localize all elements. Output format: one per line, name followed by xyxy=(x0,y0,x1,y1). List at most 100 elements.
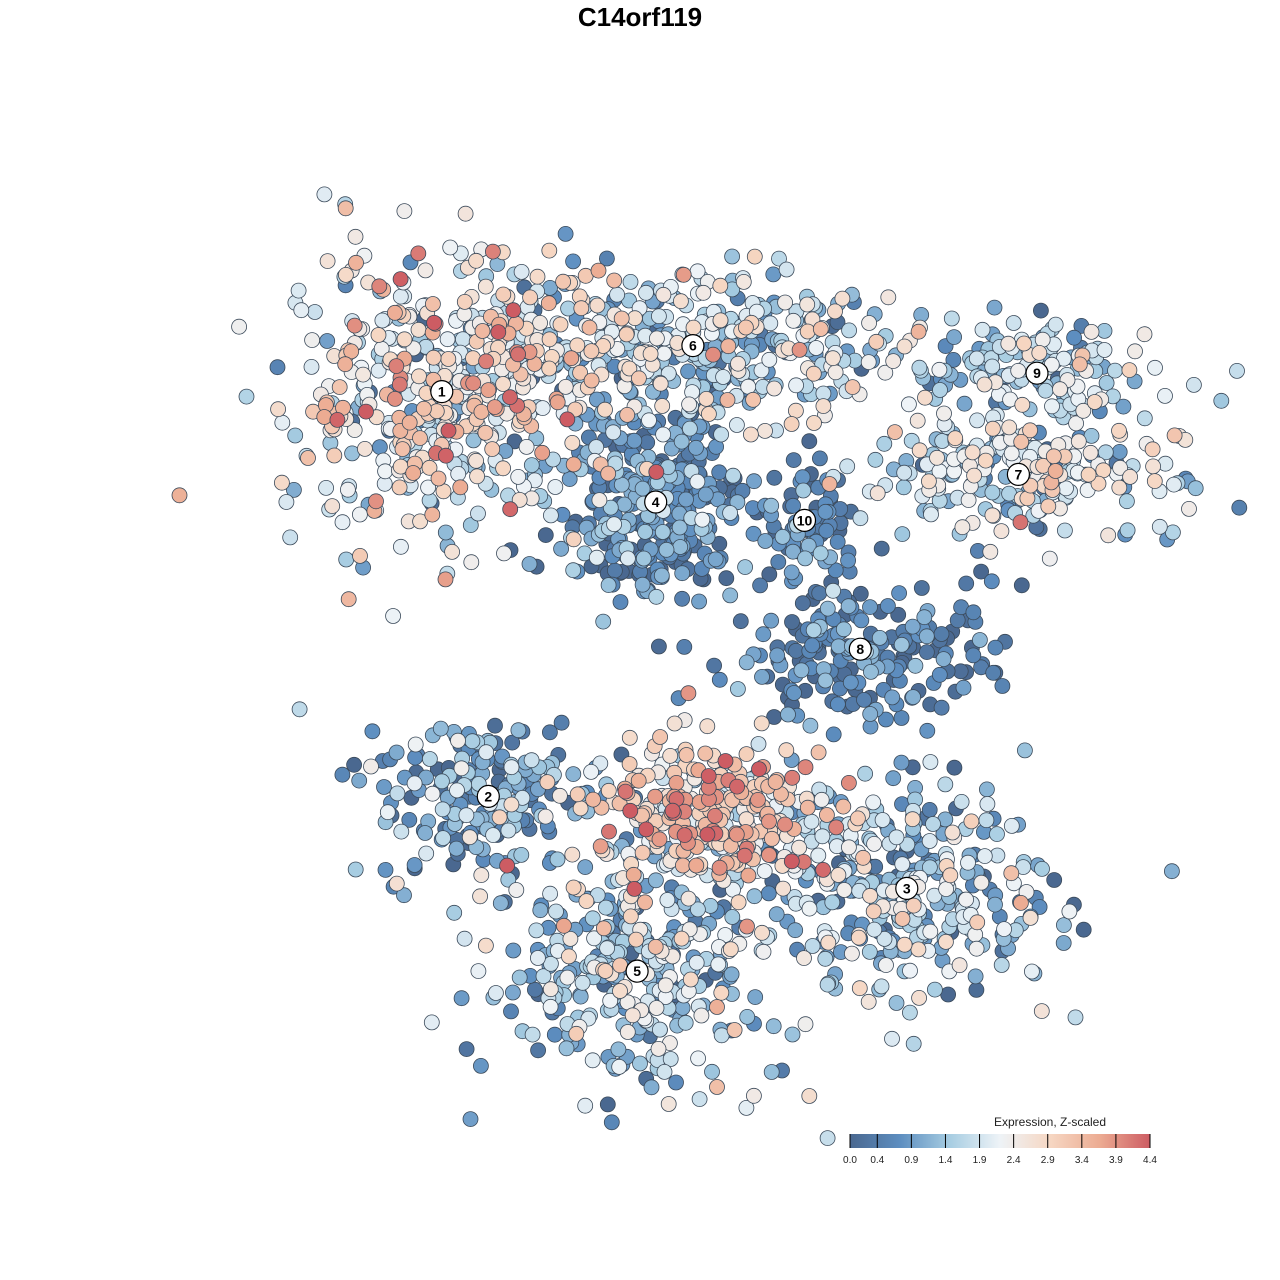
cell-point xyxy=(929,449,945,466)
cell-point xyxy=(597,963,614,979)
cell-point xyxy=(825,726,842,743)
cell-point xyxy=(890,606,907,623)
cell-point xyxy=(785,452,802,469)
cell-point xyxy=(1001,419,1018,436)
cell-point xyxy=(796,950,812,966)
cell-point xyxy=(777,294,793,311)
cell-point xyxy=(865,794,882,811)
cell-point xyxy=(1012,514,1029,531)
cell-point xyxy=(612,594,629,610)
cell-point xyxy=(572,364,588,381)
cell-point xyxy=(712,312,729,329)
chart-title: C14orf119 xyxy=(577,2,703,32)
cell-point xyxy=(386,304,403,321)
cell-point xyxy=(513,263,530,280)
cell-point xyxy=(697,486,714,503)
cell-point xyxy=(1005,315,1022,331)
cell-point xyxy=(778,742,795,759)
cell-point xyxy=(972,632,988,648)
cell-point xyxy=(472,888,489,905)
cell-point xyxy=(757,533,774,549)
cell-point xyxy=(958,891,974,908)
cell-point xyxy=(504,734,521,751)
cell-point xyxy=(583,764,599,780)
cell-point xyxy=(540,295,557,312)
cell-point xyxy=(694,511,711,528)
cell-point xyxy=(415,400,432,417)
cell-point xyxy=(407,736,424,753)
cell-point xyxy=(1047,316,1064,333)
cell-point xyxy=(581,319,598,336)
cell-point xyxy=(693,1007,710,1024)
cell-point xyxy=(785,497,801,514)
cell-point xyxy=(688,954,705,971)
cell-point xyxy=(836,882,853,898)
cell-point xyxy=(389,785,406,802)
cell-point xyxy=(1033,302,1049,319)
cell-point xyxy=(391,376,408,393)
cell-point xyxy=(801,900,818,917)
cell-point xyxy=(437,447,454,464)
cell-point xyxy=(613,310,630,327)
cell-point xyxy=(919,644,935,660)
cell-point xyxy=(752,577,768,594)
cell-point xyxy=(989,826,1005,842)
cell-point xyxy=(478,744,495,761)
cell-point xyxy=(804,938,821,954)
cell-point xyxy=(951,957,968,974)
cell-point xyxy=(726,1022,743,1038)
cell-point xyxy=(1213,392,1230,409)
cell-point xyxy=(392,271,409,288)
cell-point xyxy=(911,990,927,1006)
cell-point xyxy=(521,556,538,572)
cell-point xyxy=(442,239,459,256)
cell-point xyxy=(432,720,449,737)
cell-point xyxy=(985,420,1001,437)
cell-point xyxy=(599,1096,616,1113)
cell-point xyxy=(562,931,579,947)
cell-point xyxy=(853,612,870,629)
cell-point xyxy=(632,1055,648,1072)
cell-point xyxy=(682,420,698,437)
cell-point xyxy=(911,442,928,459)
cell-point xyxy=(499,857,516,874)
cell-point xyxy=(393,823,410,840)
cell-point xyxy=(921,802,938,818)
cell-point xyxy=(835,798,852,815)
cell-point xyxy=(917,389,933,406)
cell-point xyxy=(1000,335,1017,352)
cell-point xyxy=(532,314,548,331)
cell-point xyxy=(698,390,715,407)
cell-point xyxy=(503,796,520,813)
cell-point xyxy=(786,685,802,701)
cell-point xyxy=(835,621,852,638)
cell-point xyxy=(1041,550,1058,567)
cell-point xyxy=(753,362,770,379)
cell-point xyxy=(572,800,589,817)
cell-point xyxy=(269,359,286,376)
cell-point xyxy=(1122,468,1138,485)
cell-point xyxy=(1031,344,1048,361)
cell-point xyxy=(584,910,601,927)
cell-point xyxy=(363,758,379,775)
cell-point xyxy=(1111,443,1128,460)
cell-point xyxy=(621,729,638,746)
cell-point xyxy=(763,612,779,629)
cluster-label-8: 8 xyxy=(848,637,872,661)
cell-point xyxy=(421,459,438,476)
cell-point xyxy=(876,435,893,452)
cell-point xyxy=(595,613,612,630)
cell-point xyxy=(943,310,960,327)
cell-point xyxy=(844,945,860,962)
cell-point xyxy=(396,331,413,348)
cell-point xyxy=(888,995,905,1011)
cell-point xyxy=(564,846,581,863)
cell-point xyxy=(1096,342,1113,358)
cell-point xyxy=(784,1026,801,1043)
svg-text:4: 4 xyxy=(652,494,660,510)
svg-text:9: 9 xyxy=(1033,365,1041,381)
cell-point xyxy=(712,277,729,294)
cell-point xyxy=(964,444,981,461)
cell-point xyxy=(808,340,825,356)
cell-point xyxy=(797,759,814,776)
